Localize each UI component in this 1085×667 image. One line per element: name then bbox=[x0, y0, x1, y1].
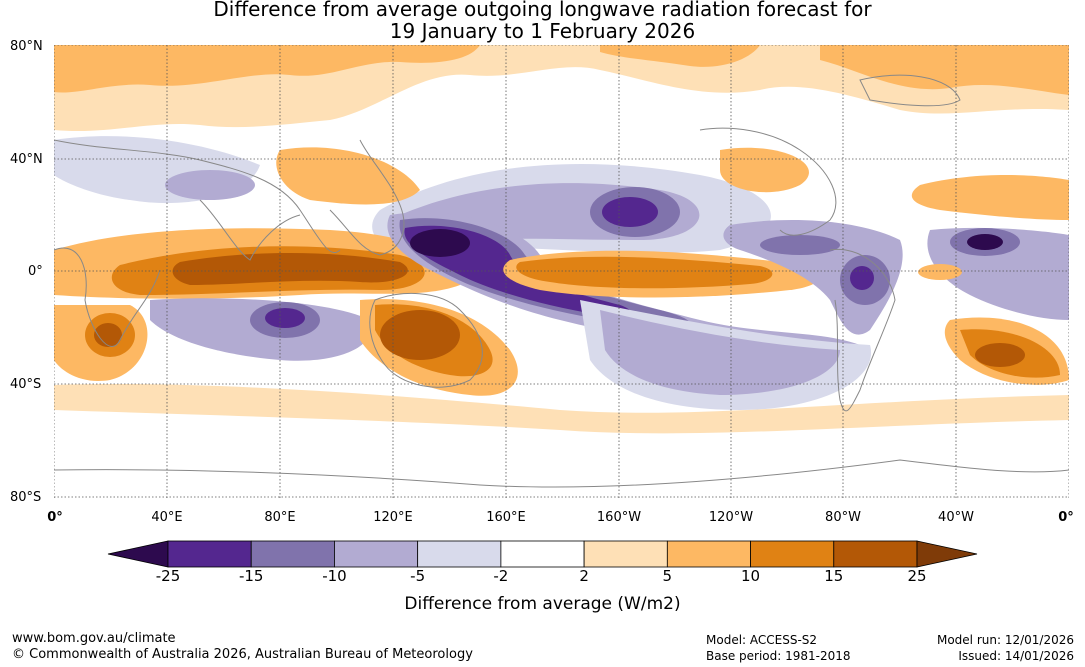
colorbar-bin-1 bbox=[250, 540, 335, 568]
colorbar-tick-label: -2 bbox=[493, 567, 509, 585]
lat-label-80s: 80°S bbox=[10, 490, 42, 505]
anomaly-region-spac-neg2 bbox=[600, 310, 840, 395]
coastline-africa bbox=[54, 247, 161, 347]
anomaly-region-sio-neg-core2 bbox=[265, 308, 305, 328]
lat-label-40n: 40°N bbox=[10, 152, 43, 167]
colorbar-bin-5 bbox=[583, 540, 668, 568]
colorbar-title: Difference from average (W/m2) bbox=[404, 594, 681, 614]
colorbar-extend-high bbox=[916, 540, 978, 568]
colorbar-bin-4 bbox=[500, 540, 585, 568]
coastline-south-america bbox=[829, 248, 896, 412]
anomaly-region-amazon-core bbox=[850, 266, 874, 290]
colorbar-tick-label: 10 bbox=[741, 567, 761, 585]
coastline-europe-asia bbox=[54, 139, 341, 253]
anomaly-region-madagascar-core bbox=[94, 323, 122, 347]
coastline-antarctica bbox=[54, 459, 1069, 488]
anomaly-region-north-strong bbox=[54, 45, 480, 93]
lon-label-160e: 160°E bbox=[486, 510, 526, 525]
colorbar-tick-label: 2 bbox=[579, 567, 589, 585]
coastline-south-asia bbox=[199, 199, 301, 261]
colorbar-bin-2 bbox=[334, 540, 419, 568]
colorbar-bin-7 bbox=[750, 540, 835, 568]
coastline-greenland bbox=[859, 74, 961, 107]
anomaly-region-indian-pos3 bbox=[172, 253, 408, 285]
colorbar-bin-0 bbox=[167, 540, 252, 568]
footer-website: www.bom.gov.au/climate bbox=[12, 631, 176, 646]
lon-label-40e: 40°E bbox=[151, 510, 183, 525]
anomaly-region-north-strong-2 bbox=[820, 45, 1069, 95]
colorbar-tick-label: -25 bbox=[155, 567, 181, 585]
lon-label-40w: 40°W bbox=[938, 510, 974, 525]
lat-label-80n: 80°N bbox=[10, 39, 43, 54]
footer-model: Model: ACCESS-S2 bbox=[706, 633, 818, 647]
anomaly-region-caribbean-neg bbox=[760, 235, 840, 255]
anomaly-region-north-strong-3 bbox=[600, 45, 760, 67]
map-title-line2: 19 January to 1 February 2026 bbox=[389, 19, 696, 43]
colorbar-bin-6 bbox=[666, 540, 751, 568]
anomaly-region-southern-pos bbox=[54, 384, 1069, 434]
colorbar-tick-label: 25 bbox=[907, 567, 927, 585]
anomaly-region-hawaii-neg-core bbox=[602, 197, 658, 227]
colorbar-extend-low bbox=[107, 540, 169, 568]
anomaly-region-atlantic-pos bbox=[911, 175, 1069, 220]
colorbar-tick-label: -10 bbox=[322, 567, 347, 585]
lon-label-120e: 120°E bbox=[373, 510, 413, 525]
colorbar-bin-8 bbox=[833, 540, 918, 568]
anomaly-region-southatlantic-core bbox=[975, 343, 1025, 367]
anomaly-region-tibet-neg bbox=[165, 170, 255, 200]
lon-label-120w: 120°W bbox=[708, 510, 754, 525]
coastline-southeast-asia bbox=[329, 139, 405, 256]
lon-label-0-right: 0° bbox=[1058, 510, 1074, 525]
colorbar-bin-3 bbox=[417, 540, 502, 568]
lat-label-40s: 40°S bbox=[10, 377, 42, 392]
footer-model-run: Model run: 12/01/2026 bbox=[936, 633, 1074, 647]
footer-base-period: Base period: 1981-2018 bbox=[706, 649, 851, 663]
colorbar-tick-label: -5 bbox=[410, 567, 426, 585]
footer-copyright: © Commonwealth of Australia 2026, Austra… bbox=[12, 647, 473, 662]
lon-label-0-left: 0° bbox=[47, 510, 63, 525]
colorbar-tick-label: 5 bbox=[662, 567, 673, 585]
anomaly-region-cpac-pos2 bbox=[516, 256, 773, 289]
map-title-line1: Difference from average outgoing longwav… bbox=[213, 0, 872, 21]
colorbar-tick-label: -15 bbox=[238, 567, 264, 585]
anomaly-region-wpac-darkest bbox=[410, 229, 470, 257]
anomaly-region-australia-core bbox=[380, 310, 460, 360]
anomaly-region-asia-pos bbox=[276, 147, 420, 205]
lat-label-equator: 0° bbox=[28, 264, 43, 279]
graticule bbox=[54, 45, 1069, 498]
anomaly-region-atlantic-neg-darkest bbox=[967, 234, 1003, 250]
coastlines bbox=[54, 74, 1069, 488]
anomaly-region-eqatlantic-pos bbox=[918, 264, 962, 280]
colorbar-tick-label: 15 bbox=[824, 567, 844, 585]
coastline-north-america bbox=[699, 127, 837, 236]
lon-label-160w: 160°W bbox=[596, 510, 642, 525]
lon-label-80w: 80°W bbox=[825, 510, 861, 525]
footer-issued: Issued: 14/01/2026 bbox=[958, 649, 1074, 663]
coastline-australia bbox=[369, 292, 483, 388]
lon-label-80e: 80°E bbox=[264, 510, 296, 525]
